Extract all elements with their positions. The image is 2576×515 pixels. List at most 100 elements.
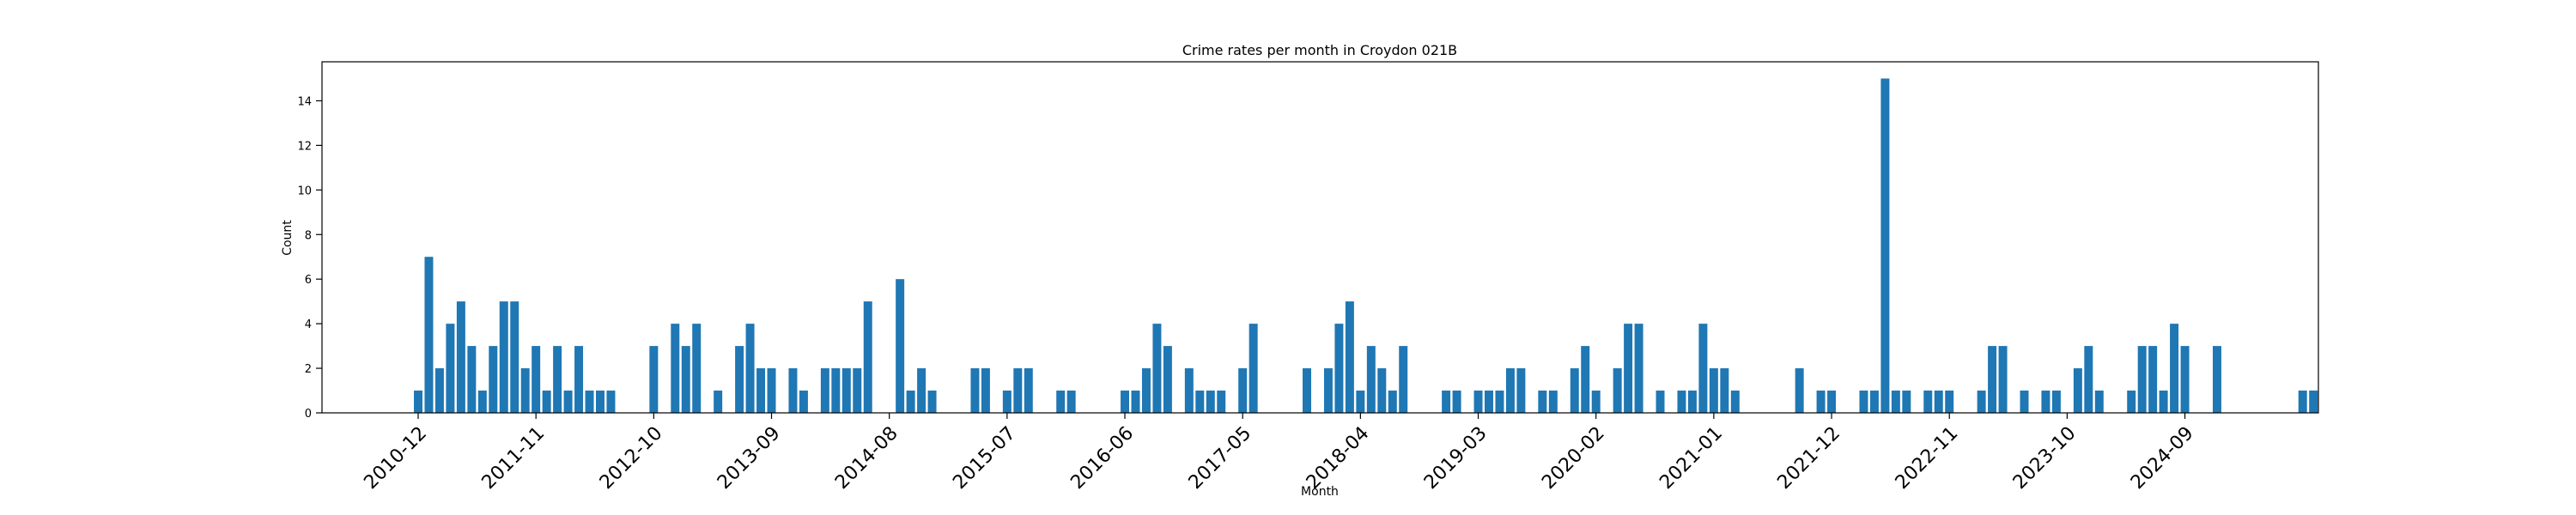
bar xyxy=(2309,391,2318,413)
bar xyxy=(1998,346,2008,413)
bar xyxy=(1827,391,1837,413)
bar xyxy=(2094,391,2104,413)
bar xyxy=(1163,346,1172,413)
bar xyxy=(1977,391,1986,413)
bar xyxy=(563,391,573,413)
bar xyxy=(681,346,690,413)
bar xyxy=(1634,324,1643,413)
bar xyxy=(896,279,905,413)
bar xyxy=(2170,324,2179,413)
bar xyxy=(692,324,702,413)
bar xyxy=(1795,368,1804,413)
y-axis-label: Count xyxy=(281,220,295,256)
bar xyxy=(981,368,990,413)
bar xyxy=(499,301,508,413)
bar xyxy=(434,368,444,413)
bar xyxy=(745,324,755,413)
bar xyxy=(2073,368,2082,413)
bar xyxy=(574,346,584,413)
bar xyxy=(756,368,766,413)
bar xyxy=(467,346,477,413)
bar xyxy=(1613,368,1622,413)
bar xyxy=(1485,391,1493,413)
bar xyxy=(1548,391,1558,413)
y-tick-label: 10 xyxy=(297,185,312,197)
bar xyxy=(456,301,465,413)
bar xyxy=(1366,346,1376,413)
bar xyxy=(1538,391,1547,413)
bar xyxy=(1066,391,1076,413)
bar xyxy=(1442,391,1451,413)
bar xyxy=(477,391,487,413)
bar xyxy=(831,368,841,413)
bar xyxy=(542,391,551,413)
bar xyxy=(1013,368,1023,413)
bar xyxy=(735,346,744,413)
bar xyxy=(2084,346,2093,413)
bar xyxy=(1902,391,1911,413)
bar xyxy=(2041,391,2050,413)
bar xyxy=(1323,368,1333,413)
bar xyxy=(1720,368,1729,413)
bar xyxy=(1687,391,1697,413)
bar xyxy=(1152,324,1162,413)
bar xyxy=(2020,391,2029,413)
bar xyxy=(585,391,594,413)
bar xyxy=(906,391,915,413)
bar xyxy=(1624,324,1633,413)
bar xyxy=(1923,391,1933,413)
bar xyxy=(799,391,808,413)
y-axis: 0 2 4 6 8 10 12 14 xyxy=(297,95,322,421)
bar xyxy=(1656,391,1665,413)
bar xyxy=(671,324,680,413)
x-axis-label: Month xyxy=(1301,485,1339,499)
bar xyxy=(1677,391,1686,413)
bar xyxy=(510,301,519,413)
bar xyxy=(927,391,937,413)
bar xyxy=(841,368,851,413)
bar xyxy=(1303,368,1311,413)
bar xyxy=(1473,391,1483,413)
bar xyxy=(853,368,862,413)
bar xyxy=(2137,346,2147,413)
bar xyxy=(2127,391,2136,413)
bar xyxy=(1356,391,1365,413)
bar xyxy=(1570,368,1579,413)
bar xyxy=(2159,391,2168,413)
plot-frame xyxy=(321,61,2319,414)
bar xyxy=(2298,391,2307,413)
bar xyxy=(1184,368,1194,413)
bar xyxy=(2212,346,2221,413)
bar xyxy=(1217,391,1226,413)
bar xyxy=(820,368,829,413)
bar xyxy=(1388,391,1397,413)
bar xyxy=(2051,391,2061,413)
bar xyxy=(1516,368,1526,413)
bar xyxy=(1505,368,1515,413)
y-tick-label: 6 xyxy=(305,274,312,287)
bar xyxy=(414,391,422,413)
y-tick-label: 8 xyxy=(305,229,312,242)
bar xyxy=(596,391,605,413)
bar xyxy=(553,346,562,413)
bar xyxy=(788,368,798,413)
bar xyxy=(2148,346,2158,413)
bar xyxy=(1581,346,1590,413)
bar xyxy=(1452,391,1461,413)
bar xyxy=(1988,346,1997,413)
bar xyxy=(1869,391,1879,413)
bar xyxy=(1859,391,1868,413)
bar xyxy=(917,368,927,413)
bar xyxy=(520,368,530,413)
bar xyxy=(970,368,980,413)
bar xyxy=(1698,324,1708,413)
bar xyxy=(1345,301,1354,413)
bar xyxy=(1816,391,1826,413)
bar xyxy=(1945,391,1954,413)
bar xyxy=(1249,324,1258,413)
bar xyxy=(1024,368,1033,413)
bar xyxy=(1238,368,1248,413)
bar xyxy=(1891,391,1900,413)
bar xyxy=(1131,391,1140,413)
